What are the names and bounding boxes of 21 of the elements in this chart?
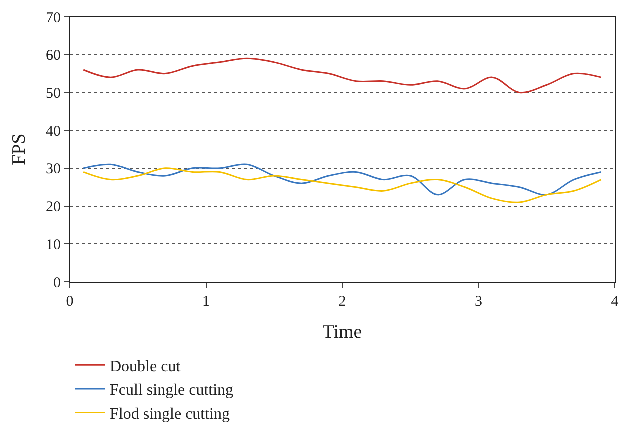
legend-label: Double cut — [110, 358, 182, 376]
x-tick-label: 2 — [338, 294, 346, 310]
y-tick-label: 20 — [46, 200, 61, 216]
y-tick-label: 40 — [46, 124, 61, 140]
line-series — [82, 168, 602, 204]
line-series — [82, 164, 602, 196]
x-tick-label: 3 — [475, 294, 482, 310]
x-axis-title: Time — [322, 322, 362, 343]
y-tick-label: 50 — [46, 86, 61, 102]
legend-label: Fcull single cutting — [110, 382, 234, 400]
x-tick-label: 1 — [202, 294, 210, 310]
y-axis-title: FPS — [8, 134, 30, 166]
y-tick-label: 0 — [54, 275, 61, 292]
y-tick-label: 70 — [46, 10, 61, 26]
x-tick-label: 4 — [611, 294, 620, 310]
legend-label: Flod single cutting — [110, 406, 230, 423]
x-tick-label: 0 — [66, 294, 74, 310]
y-tick-label: 10 — [46, 237, 61, 254]
line-series — [82, 58, 602, 94]
y-tick-label: 30 — [46, 162, 61, 178]
y-tick-label: 60 — [46, 48, 61, 64]
